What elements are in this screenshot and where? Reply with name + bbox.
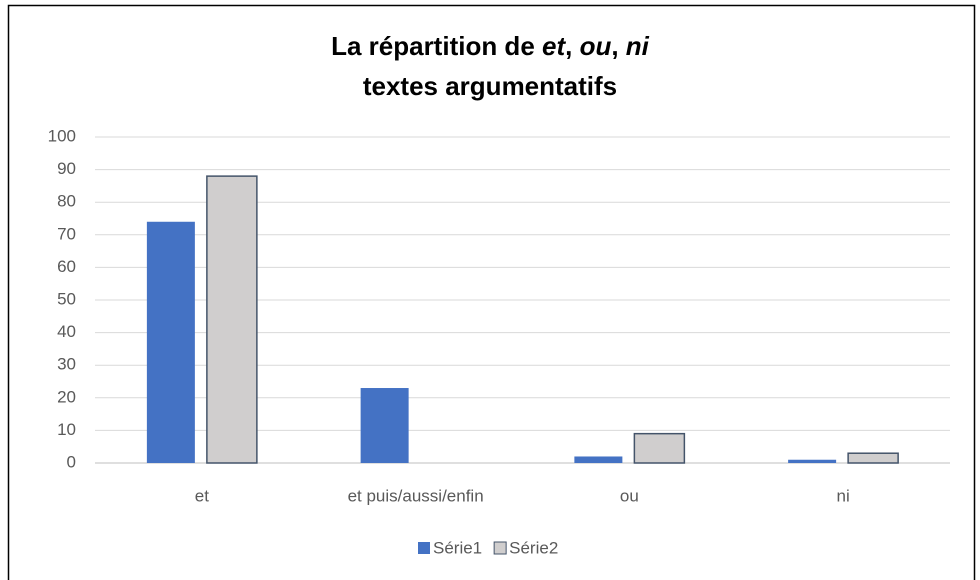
bar [788, 459, 837, 463]
bar [146, 221, 195, 463]
x-tick-label: ni [837, 486, 850, 505]
title-part: , [565, 31, 579, 61]
bar [360, 388, 409, 463]
y-tick-label: 30 [57, 355, 76, 374]
legend-label: Série1 [433, 538, 482, 557]
legend-swatch [418, 542, 430, 554]
y-tick-label: 80 [57, 192, 76, 211]
title-part: et [542, 31, 566, 61]
y-tick-label: 20 [57, 387, 76, 406]
title-part: , [611, 31, 625, 61]
bar [574, 456, 623, 463]
y-tick-label: 100 [48, 126, 76, 145]
bar [847, 452, 899, 464]
x-tick-label: et puis/aussi/enfin [348, 486, 484, 505]
title-part: textes argumentatifs [363, 71, 617, 101]
title-part: La répartition de [331, 31, 542, 61]
x-tick-label: ou [620, 486, 639, 505]
x-tick-label: et [195, 486, 209, 505]
title-part: ou [580, 31, 612, 61]
y-tick-label: 60 [57, 257, 76, 276]
y-tick-label: 0 [67, 452, 76, 471]
title-part: ni [626, 31, 650, 61]
y-tick-label: 90 [57, 159, 76, 178]
y-tick-label: 70 [57, 224, 76, 243]
bar [206, 175, 258, 464]
legend-swatch [493, 541, 507, 555]
bar [633, 432, 686, 464]
y-tick-label: 10 [57, 420, 76, 439]
legend-label: Série2 [509, 538, 558, 557]
y-tick-label: 40 [57, 322, 76, 341]
y-tick-label: 50 [57, 289, 76, 308]
chart-title: La répartition de et, ou, ni [331, 31, 650, 61]
chart-title: textes argumentatifs [363, 71, 617, 101]
